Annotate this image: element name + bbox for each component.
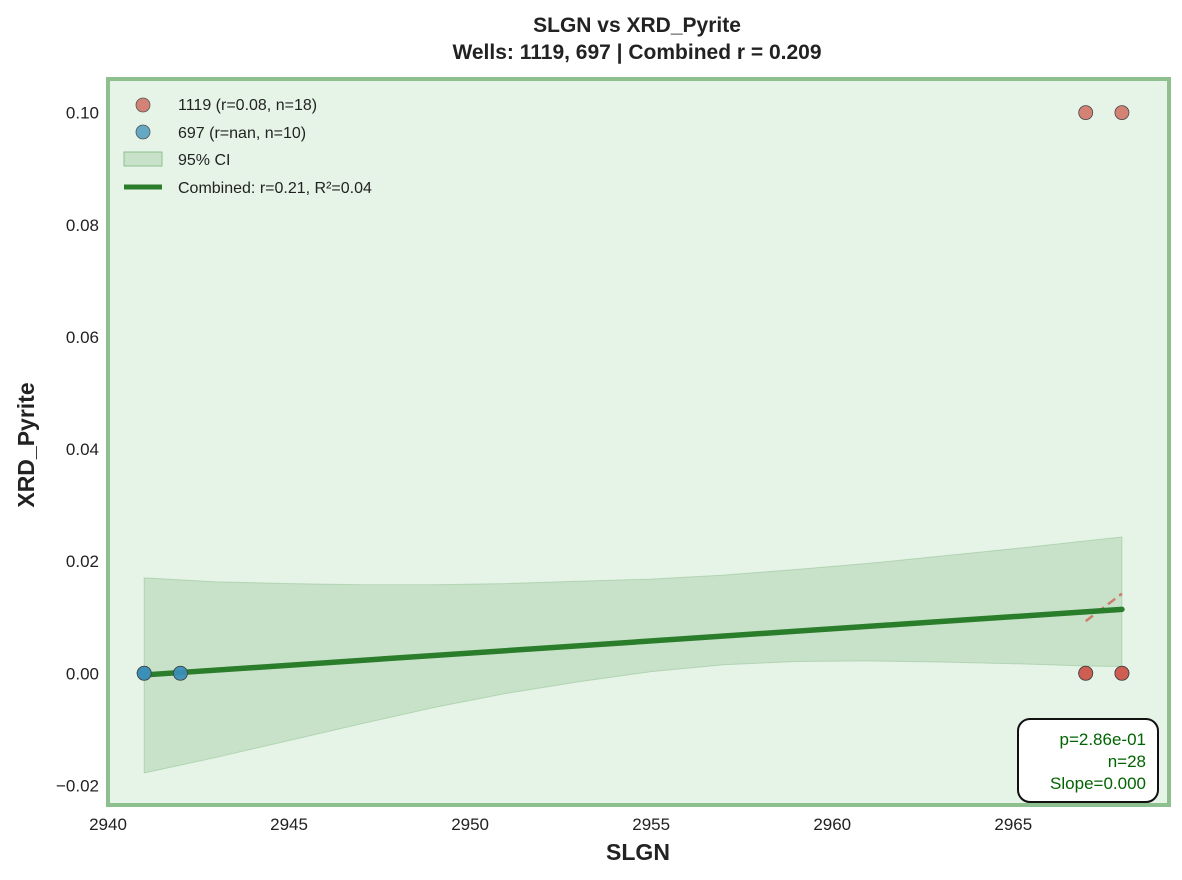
data-point-series-1	[173, 665, 188, 681]
chart-title: SLGN vs XRD_Pyrite	[533, 14, 741, 37]
x-axis-label: SLGN	[606, 839, 670, 865]
y-tick-label: 0.02	[66, 552, 99, 571]
legend-marker-697	[135, 124, 151, 140]
stats-p-value: p=2.86e-01	[1060, 730, 1147, 749]
plot-area	[108, 79, 1169, 805]
x-tick-label: 2940	[89, 815, 127, 834]
legend-marker-1119	[135, 97, 151, 113]
x-tick-label: 2960	[813, 815, 851, 834]
y-tick-label: 0.06	[66, 328, 99, 347]
legend: 1119 (r=0.08, n=18) 697 (r=nan, n=10) 95…	[123, 97, 372, 197]
trend-line-series-0	[1084, 592, 1123, 623]
legend-ci-swatch	[123, 151, 163, 167]
y-tick-label: −0.02	[56, 776, 99, 795]
data-point-series-0	[1114, 105, 1130, 121]
fit-line-layer	[141, 606, 1125, 678]
y-tick-label: 0.10	[66, 104, 99, 123]
y-tick-label: 0.00	[66, 664, 99, 683]
data-point-series-0	[1078, 665, 1094, 681]
chart-subtitle: Wells: 1119, 697 | Combined r = 0.209	[452, 41, 821, 64]
y-axis-ticks: −0.02 0.00 0.02 0.04 0.06 0.08 0.10	[56, 104, 99, 796]
x-tick-label: 2965	[994, 815, 1032, 834]
plot-frame	[106, 77, 1171, 807]
stats-slope: Slope=0.000	[1050, 774, 1146, 793]
legend-label-ci: 95% CI	[178, 152, 230, 169]
legend-label-697: 697 (r=nan, n=10)	[178, 125, 306, 142]
y-axis-label: XRD_Pyrite	[13, 382, 39, 507]
legend-label-fit: Combined: r=0.21, R²=0.04	[178, 180, 372, 197]
x-tick-label: 2945	[270, 815, 308, 834]
x-tick-label: 2950	[451, 815, 489, 834]
combined-fit-line	[141, 606, 1125, 678]
stats-box-frame	[1017, 718, 1159, 803]
points-layer	[136, 105, 1130, 681]
y-tick-label: 0.04	[66, 440, 99, 459]
data-point-series-0	[1114, 665, 1130, 681]
data-point-series-1	[136, 665, 152, 681]
stats-n: n=28	[1108, 752, 1146, 771]
stats-box: p=2.86e-01 n=28 Slope=0.000	[1017, 718, 1159, 803]
legend-label-1119: 1119 (r=0.08, n=18)	[178, 97, 317, 114]
y-tick-label: 0.08	[66, 216, 99, 235]
x-tick-label: 2955	[632, 815, 670, 834]
trend-line-layer	[1084, 592, 1123, 623]
data-point-series-0	[1078, 105, 1094, 121]
x-axis-ticks: 2940 2945 2950 2955 2960 2965	[89, 815, 1032, 834]
